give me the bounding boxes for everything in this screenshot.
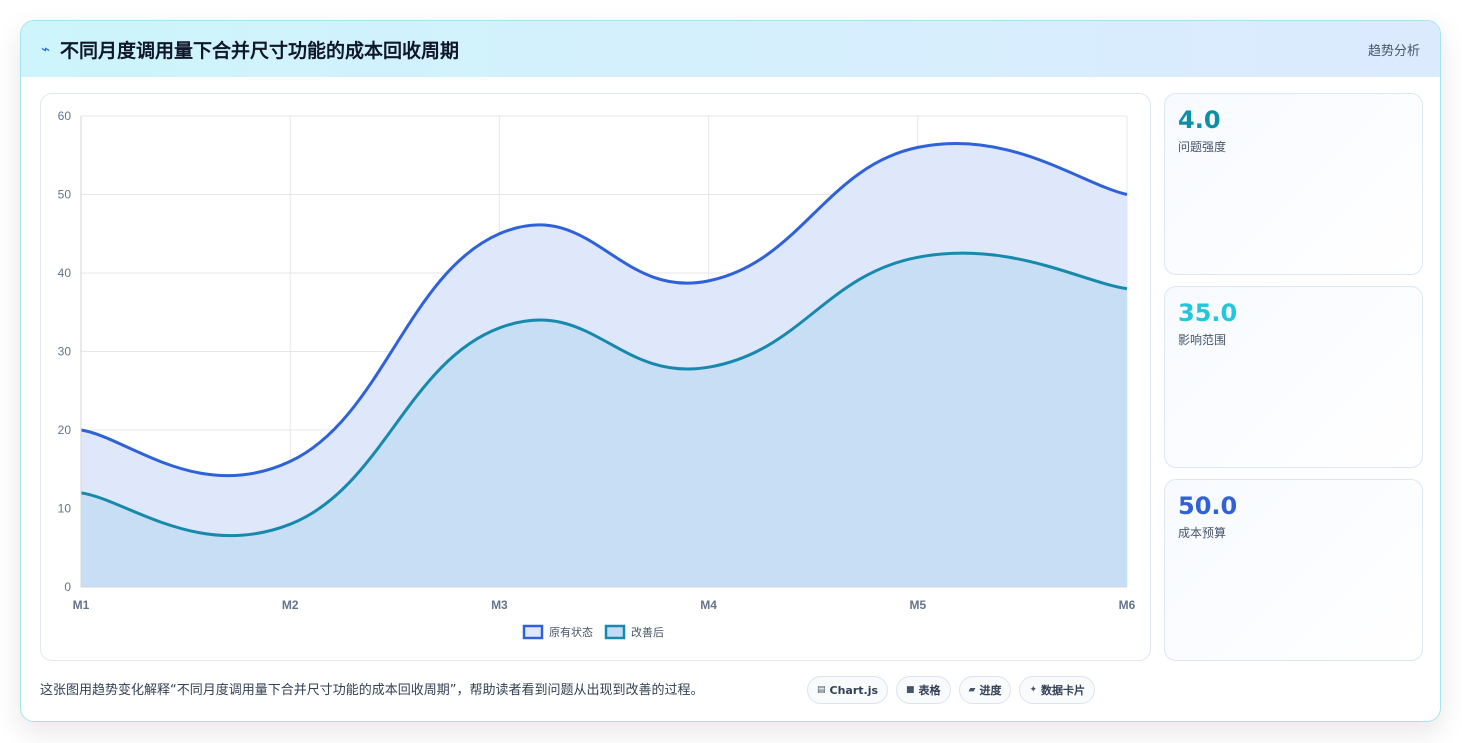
legend-swatch: [604, 624, 626, 640]
x-tick-label: M6: [1119, 598, 1136, 612]
y-tick-label: 20: [58, 423, 72, 437]
area-chart: 0 10 20 30 40 50 60 M1 M2 M3 M4 M5 M6 原有状态 改善后: [58, 109, 1136, 640]
page-title: 不同月度调用量下合并尺寸功能的成本回收周期: [60, 39, 460, 62]
series-area-1: [81, 253, 1127, 587]
chip-label: 进度: [979, 684, 1002, 697]
stat-value: 35.0: [1178, 299, 1238, 327]
y-tick-label: 40: [58, 266, 72, 280]
stat-label: 成本预算: [1178, 526, 1227, 540]
x-tick-label: M1: [73, 598, 90, 612]
y-tick-label: 0: [64, 580, 71, 594]
series-line-1: [80, 251, 1128, 538]
chip-chartjs[interactable]: ▤ Chart.js: [807, 676, 889, 704]
chip-label: Chart.js: [829, 683, 879, 697]
chart-icon: ▤: [817, 685, 826, 695]
chart-card: ⌁ 不同月度调用量下合并尺寸功能的成本回收周期 趋势分析 0 10 20 30 40 50…: [20, 20, 1441, 722]
chip-group: ▤ Chart.js ■ 表格 ▰ 进度 ✦ 数据卡片: [807, 676, 1096, 704]
stat-value: 50.0: [1178, 492, 1238, 520]
y-tick-label: 30: [58, 345, 72, 359]
card-header: ⌁ 不同月度调用量下合并尺寸功能的成本回收周期 趋势分析: [21, 21, 1440, 77]
stat-card-intensity: 4.0 问题强度: [1164, 93, 1423, 275]
stat-card-budget: 50.0 成本预算: [1164, 479, 1423, 661]
x-tick-label: M4: [700, 598, 717, 612]
chip-label: 表格: [918, 684, 941, 697]
lightning-icon: ⌁: [41, 40, 51, 58]
chip-progress[interactable]: ▰ 进度: [958, 676, 1012, 704]
sparkle-icon: ✦: [1029, 685, 1038, 695]
legend-label: 改善后: [631, 625, 664, 639]
y-tick-label: 10: [58, 502, 72, 516]
x-tick-label: M5: [909, 598, 926, 612]
series-line-0: [80, 142, 1128, 478]
y-tick-label: 50: [58, 188, 72, 202]
table-icon: ■: [906, 685, 915, 695]
stat-value: 4.0: [1178, 106, 1221, 134]
chart-panel: 0 10 20 30 40 50 60 M1 M2 M3 M4 M5 M6 原有状态 改善后: [40, 93, 1151, 661]
chip-data-cards[interactable]: ✦ 数据卡片: [1019, 676, 1096, 704]
progress-icon: ▰: [968, 685, 976, 695]
legend-label: 原有状态: [549, 625, 593, 639]
stat-label: 问题强度: [1178, 140, 1227, 154]
chart-description: 这张图用趋势变化解释“不同月度调用量下合并尺寸功能的成本回收周期”，帮助读者看到…: [40, 683, 704, 698]
chip-label: 数据卡片: [1041, 684, 1086, 697]
trend-analysis-link[interactable]: 趋势分析: [1367, 43, 1420, 59]
stat-label: 影响范围: [1178, 333, 1227, 347]
stat-card-scope: 35.0 影响范围: [1164, 286, 1423, 468]
chip-table[interactable]: ■ 表格: [896, 676, 951, 704]
x-tick-label: M2: [282, 598, 299, 612]
x-tick-label: M3: [491, 598, 508, 612]
y-tick-label: 60: [58, 109, 72, 123]
legend-swatch: [522, 624, 544, 640]
